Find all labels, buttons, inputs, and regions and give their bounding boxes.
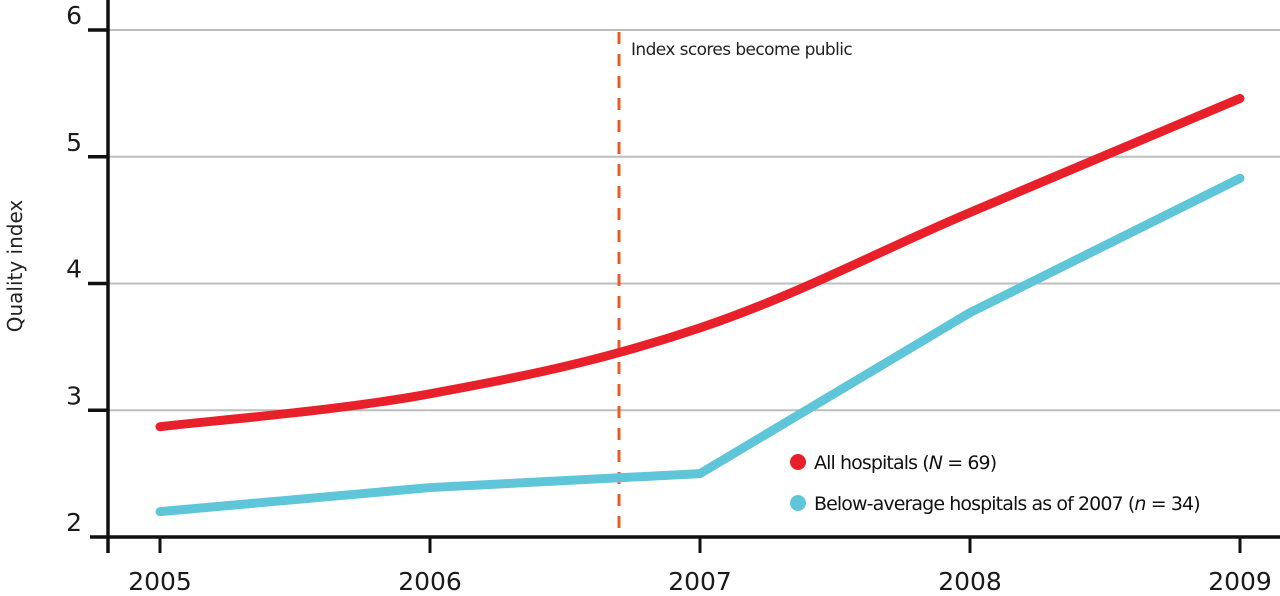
legend-label-var: N [929, 452, 943, 474]
x-tick-label: 2006 [398, 567, 462, 596]
legend-label-prefix: Below-average hospitals as of 2007 ( [814, 493, 1134, 515]
x-ticks: 2005 2006 2007 2008 2009 [128, 537, 1272, 596]
y-tick-label: 5 [66, 128, 82, 157]
y-tick-label: 2 [66, 508, 82, 537]
series-lines [155, 93, 1245, 517]
axes [90, 0, 1280, 553]
x-tick-label: 2005 [128, 567, 192, 596]
legend-swatch-icon [790, 495, 806, 511]
legend: All hospitals (N = 69) Below-average hosp… [790, 452, 1201, 515]
y-ticks: 2 3 4 5 6 [66, 1, 108, 537]
legend-label-var: n [1134, 493, 1145, 515]
y-tick-label: 6 [66, 1, 82, 30]
legend-swatch-icon [790, 454, 806, 470]
gridlines [108, 29, 1280, 412]
legend-label: All hospitals (N = 69) [814, 452, 996, 474]
y-axis-label: Quality index [3, 200, 27, 333]
legend-label-suffix: = 69) [942, 452, 996, 474]
x-tick-label: 2009 [1208, 567, 1272, 596]
annotation-group: Index scores become public [617, 32, 853, 535]
legend-label-prefix: All hospitals ( [814, 452, 929, 474]
x-tick-label: 2008 [938, 567, 1002, 596]
legend-label-suffix: = 34) [1146, 493, 1200, 515]
annotation-label: Index scores become public [631, 40, 852, 60]
y-tick-label: 4 [66, 255, 82, 284]
legend-item: All hospitals (N = 69) [790, 452, 997, 474]
series-line-2 [155, 173, 1245, 517]
y-tick-label: 3 [66, 381, 82, 410]
x-tick-label: 2007 [668, 567, 732, 596]
legend-item: Below-average hospitals as of 2007 (n = … [790, 493, 1201, 515]
series-line-1 [155, 93, 1245, 432]
legend-label: Below-average hospitals as of 2007 (n = … [814, 493, 1200, 515]
